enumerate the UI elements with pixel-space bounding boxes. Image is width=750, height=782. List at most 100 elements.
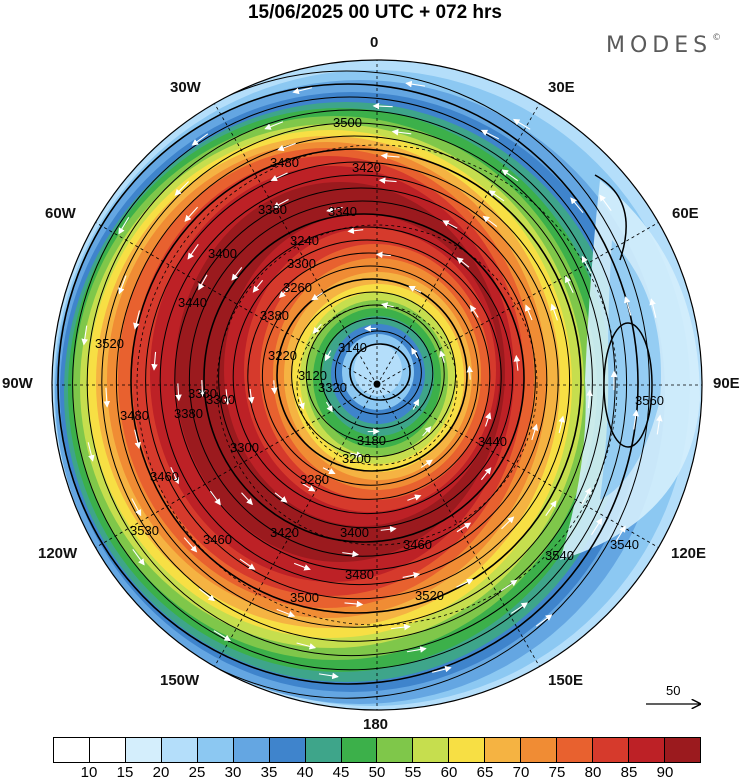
wind-arrow: [535, 614, 553, 627]
wind-arrow: [372, 102, 393, 110]
wind-arrow: [175, 383, 182, 402]
wind-arrow: [456, 578, 474, 588]
colorbar-tick-label: 65: [476, 764, 494, 781]
wind-arrow: [133, 310, 141, 330]
contour-label: 3460: [150, 469, 179, 484]
wind-arrow: [501, 516, 515, 530]
height-contour: [305, 304, 445, 444]
lon-label-120e: 120E: [671, 545, 707, 562]
latitude-circle: [136, 144, 618, 626]
contour-label: 3540: [545, 548, 574, 563]
colorbar-tick-label: 40: [296, 764, 314, 781]
height-contour: [72, 96, 628, 671]
wind-arrow: [550, 303, 558, 321]
brand-logo: MODES©: [606, 33, 721, 58]
colorbar-tick-label: 70: [512, 764, 530, 781]
contour-label: 3520: [95, 336, 124, 351]
colorbar-tick-label: 60: [440, 764, 458, 781]
height-contour: [291, 291, 457, 458]
height-contour: [86, 109, 616, 657]
contour-label: 3500: [290, 590, 319, 605]
meridian-line: [376, 384, 659, 548]
wind-arrow: [118, 275, 127, 295]
colorbar-swatch: [125, 738, 162, 762]
wind-arrow: [118, 217, 130, 235]
wind-arrow: [278, 287, 290, 299]
contour-label: 3560: [635, 393, 664, 408]
wind-arrow: [198, 274, 208, 291]
contour-label: 3140: [338, 340, 367, 355]
colorbar-tick-label: 35: [260, 764, 278, 781]
wind-arrow: [277, 142, 296, 152]
wind-arrow: [380, 152, 400, 160]
contour-label: 3120: [298, 368, 327, 383]
lon-label-90w: 90W: [2, 375, 33, 392]
wind-arrow: [191, 133, 209, 146]
height-contours: [52, 70, 653, 699]
height-contour: [594, 174, 627, 261]
colorbar-swatch: [377, 738, 414, 762]
contour-label: 3460: [403, 537, 432, 552]
wind-arrow: [326, 206, 343, 213]
colorbar-swatch: [449, 738, 486, 762]
wind-arrow: [524, 304, 533, 321]
contour-label: 3520: [415, 588, 444, 603]
contour-label: 3380: [174, 406, 203, 421]
wind-arrow: [432, 665, 452, 673]
contour-label: 3320: [318, 380, 347, 395]
colorbar-tick-label: 90: [656, 764, 674, 781]
contour-label: 3440: [478, 434, 507, 449]
height-contour: [247, 252, 491, 500]
colorbar-swatch: [269, 738, 306, 762]
contour-label: 3380: [260, 308, 289, 323]
contour-label: 3260: [283, 280, 312, 295]
meridian-line: [376, 384, 540, 667]
wind-arrow: [184, 206, 199, 222]
contour-labels: 3500 3480 3420 3380 3340 3240 3400 3260 3440 3380…: [95, 115, 664, 605]
contour-label: 3200: [342, 451, 371, 466]
wind-arrow: [170, 466, 179, 485]
wind-arrow: [565, 275, 574, 294]
colorbar-swatch: [593, 738, 629, 762]
wind-arrow: [510, 602, 529, 614]
colorbar-swatch: [233, 738, 270, 762]
wind-arrow: [187, 243, 199, 260]
wind-arrow: [292, 87, 312, 95]
contour-label: 3480: [270, 155, 299, 170]
wind-arrow: [512, 118, 531, 130]
contour-label: 3480: [345, 567, 374, 582]
wind-arrow: [591, 517, 603, 536]
height-contour: [57, 83, 639, 685]
colorbar-tick-label: 75: [548, 764, 566, 781]
wind-arrow: [239, 558, 256, 570]
wind-arrow: [442, 220, 458, 229]
contour-label: 3340: [328, 204, 357, 219]
colorbar-swatch: [305, 738, 342, 762]
colorbar-tick-label: 45: [332, 764, 350, 781]
wind-arrow: [531, 423, 539, 441]
contour-label: 3420: [270, 525, 299, 540]
latitude-circle: [296, 304, 458, 466]
wind-arrow: [318, 672, 339, 680]
lon-label-180: 180: [363, 716, 389, 733]
lon-label-150w: 150W: [160, 672, 200, 689]
wind-arrow: [482, 215, 498, 228]
wind-arrow: [501, 169, 519, 182]
wind-arrow: [586, 389, 593, 409]
wind-arrow: [270, 380, 278, 395]
wind-arrow: [183, 537, 198, 553]
vector-reference-arrow-icon: [646, 697, 706, 711]
wind-arrow: [484, 412, 492, 427]
contour-label: 3420: [352, 160, 381, 175]
height-contour: [349, 343, 411, 401]
colorbar-tick-label: 30: [224, 764, 242, 781]
lon-label-60w: 60W: [45, 205, 76, 222]
wind-arrow: [274, 492, 288, 503]
map-border: [51, 59, 703, 711]
colorbar-tick-label: 25: [188, 764, 206, 781]
wind-arrow: [391, 623, 411, 631]
colorbar-tick-label: 15: [116, 764, 134, 781]
wind-arrow: [311, 292, 324, 301]
wind-arrow: [378, 177, 397, 184]
height-contour: [115, 135, 593, 628]
